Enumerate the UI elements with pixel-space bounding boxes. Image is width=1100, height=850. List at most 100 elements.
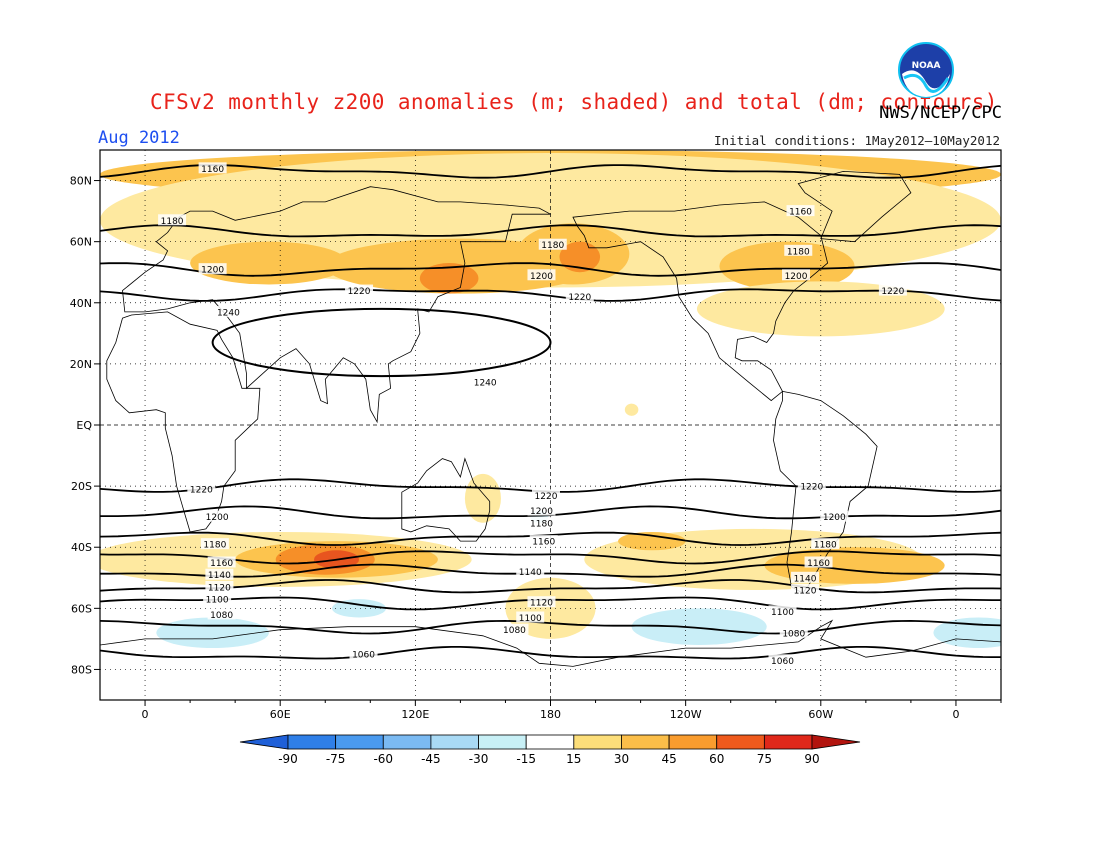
- longitude-label: 60W: [808, 708, 833, 721]
- contour-label: 1100: [519, 614, 542, 624]
- contour-label-bg: [205, 580, 234, 592]
- latitude-label: 20S: [71, 480, 92, 493]
- contour-label-bg: [791, 584, 820, 595]
- contour-label-bg: [531, 489, 560, 501]
- anomaly-patch: [332, 599, 387, 618]
- colorbar-segment: [382, 734, 432, 750]
- colorbar-tick-label: -60: [373, 752, 393, 766]
- colorbar-tick-label: -15: [516, 752, 536, 766]
- contour-labels: 1160 1180 1200 1220 1240 1240 1180 1200 1220 1160…: [158, 162, 907, 667]
- contour-1180: [100, 531, 1001, 546]
- colorbar-tick-label: 75: [757, 752, 772, 766]
- agency-label: NWS/NCEP/CPC: [879, 103, 1002, 123]
- graticule: [100, 150, 1001, 700]
- contour-label-bg: [345, 284, 374, 296]
- contour-label-bg: [768, 605, 797, 617]
- contour-label-bg: [786, 205, 815, 217]
- contour-label: 1140: [208, 571, 231, 581]
- contour-label: 1180: [541, 241, 564, 251]
- longitude-label: 120W: [670, 708, 702, 721]
- contour-label-bg: [797, 480, 826, 492]
- latitude-label: 60S: [71, 602, 92, 615]
- contour-1220: [100, 288, 1001, 302]
- longitude-label: 0: [952, 708, 959, 721]
- contour-label: 1140: [794, 574, 817, 584]
- contour-label-bg: [527, 516, 556, 528]
- contour-label: 1080: [782, 629, 805, 639]
- latitude-label: 40N: [70, 297, 92, 310]
- latitude-label: 80N: [70, 175, 92, 188]
- colorbar: -90 -75 -60 -45 -30 -15 15 30 45 60 75 90: [239, 734, 861, 766]
- anomaly-patch: [559, 241, 601, 273]
- contour-label: 1180: [530, 519, 553, 529]
- contour-1120: [100, 579, 1001, 594]
- contour-label-bg: [811, 538, 840, 550]
- contour-label: 1160: [210, 559, 233, 569]
- noaa-logo: NOAA: [898, 42, 954, 98]
- anomaly-patch: [631, 608, 767, 646]
- contour-label-bg: [820, 510, 849, 522]
- colorbar-tick-label: -75: [326, 752, 346, 766]
- contour-label: 1160: [201, 165, 224, 175]
- contour-label: 1120: [530, 599, 553, 609]
- latitude-label: 80S: [71, 663, 92, 676]
- contour-closed-high: [211, 307, 552, 378]
- contour-label-bg: [200, 538, 229, 550]
- contour-label: 1160: [532, 538, 555, 548]
- contour-label-bg: [198, 162, 227, 174]
- contour-label: 1200: [206, 513, 229, 523]
- colorbar-tick-label: 30: [614, 752, 629, 766]
- contour-label: 1100: [206, 596, 229, 606]
- colorbar-tick-label: 45: [661, 752, 676, 766]
- contour-label-bg: [207, 556, 236, 568]
- contour-label-bg: [804, 556, 833, 568]
- longitude-label: 120E: [401, 708, 429, 721]
- contour-label: 1060: [771, 657, 794, 667]
- latitude-label: 60N: [70, 236, 92, 249]
- contour-label-bg: [158, 214, 187, 226]
- colorbar-min-arrow: [239, 734, 289, 750]
- contour-label-bg: [203, 510, 232, 522]
- contour-label-bg: [500, 623, 529, 635]
- contour-label: 1200: [823, 513, 846, 523]
- contour-1160: [100, 550, 1001, 565]
- latitude-label: 20N: [70, 358, 92, 371]
- contour-label: 1220: [800, 483, 823, 493]
- colorbar-tick-label: -90: [278, 752, 298, 766]
- contour-1140: [100, 563, 1001, 578]
- colorbar-segment: [573, 734, 622, 750]
- initial-conditions: Initial conditions: 1May2012–10May2012: [714, 133, 1000, 148]
- contour-label: 1240: [217, 308, 240, 318]
- contour-label: 1240: [474, 379, 497, 389]
- colorbar-segment: [430, 734, 479, 750]
- contour-label: 1100: [771, 608, 794, 618]
- contour-label: 1220: [535, 492, 558, 502]
- coastline-africa: [106, 311, 261, 533]
- anomaly-patch: [464, 473, 501, 523]
- contour-label-bg: [527, 269, 556, 281]
- anomaly-patch: [156, 617, 269, 649]
- contour-label-bg: [768, 654, 797, 666]
- contour-label: 1180: [787, 247, 810, 257]
- contour-label: 1080: [210, 611, 233, 621]
- contour-label-bg: [538, 238, 567, 250]
- contour-label-bg: [516, 565, 545, 577]
- axis-labels: 80N 60N 40N 20N EQ 20S 40S 60S 80S 0 60E 120E 180 120…: [70, 175, 1002, 721]
- contour-label-bg: [471, 376, 500, 388]
- contour-label: 1120: [794, 587, 817, 597]
- colorbar-segment: [287, 734, 337, 750]
- contour-label-bg: [349, 648, 378, 660]
- coastline-eurasia: [122, 186, 551, 424]
- contour-label-bg: [784, 244, 813, 256]
- figure-title: CFSv2 monthly z200 anomalies (m; shaded)…: [150, 90, 998, 114]
- anomaly-patch: [618, 531, 686, 551]
- longitude-label: 60E: [270, 708, 291, 721]
- colorbar-tick-label: -30: [469, 752, 489, 766]
- colorbar-segment: [668, 734, 718, 750]
- coastline-australia: [401, 457, 491, 542]
- coastline-greenland: [797, 170, 912, 243]
- contour-label: 1220: [348, 287, 371, 297]
- anomaly-patch: [190, 241, 348, 285]
- contour-label: 1140: [519, 568, 542, 578]
